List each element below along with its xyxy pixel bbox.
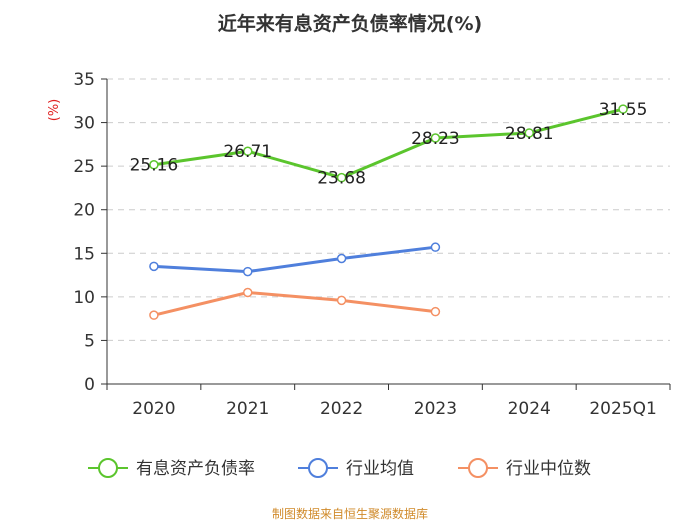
y-tick-label: 20	[73, 201, 95, 221]
data-label: 26.71	[223, 142, 272, 162]
data-point	[431, 243, 439, 251]
y-axis-label: (%)	[47, 99, 62, 122]
chart-title: 近年来有息资产负债率情况(%)	[218, 12, 482, 35]
legend[interactable]: 有息资产负债率 行业均值 行业中位数	[88, 459, 591, 479]
legend-label: 有息资产负债率	[136, 459, 255, 479]
legend-marker-icon	[309, 459, 327, 477]
x-tick-label: 2022	[320, 399, 363, 419]
line-chart: 近年来有息资产负债率情况(%) (%) 0 5 10 15 20 25 30 35 2020 20…	[0, 0, 700, 525]
data-point	[338, 296, 346, 304]
legend-item-0[interactable]: 有息资产负债率	[88, 459, 255, 479]
y-tick-label: 25	[73, 157, 95, 177]
legend-label: 行业中位数	[506, 459, 591, 479]
legend-item-1[interactable]: 行业均值	[298, 459, 414, 479]
data-label: 25.16	[130, 156, 179, 176]
x-tick-label: 2020	[132, 399, 175, 419]
data-label: 31.55	[599, 100, 648, 120]
x-tick-label: 2023	[414, 399, 457, 419]
series-line-2	[154, 293, 436, 316]
data-point	[244, 268, 252, 276]
data-point	[150, 262, 158, 270]
source-note: 制图数据来自恒生聚源数据库	[272, 506, 428, 521]
series-layer	[150, 105, 627, 319]
data-point	[338, 255, 346, 263]
data-label: 28.81	[505, 124, 554, 144]
legend-marker-icon	[469, 459, 487, 477]
data-point	[150, 311, 158, 319]
x-tick-label: 2024	[508, 399, 551, 419]
legend-label: 行业均值	[346, 459, 414, 479]
y-tick-label: 10	[73, 288, 95, 308]
data-label: 28.23	[411, 129, 460, 149]
y-tick-label: 30	[73, 114, 95, 134]
legend-item-2[interactable]: 行业中位数	[458, 459, 591, 479]
y-tick-label: 5	[84, 331, 95, 351]
x-tick-label: 2025Q1	[589, 399, 656, 419]
x-tick-label: 2021	[226, 399, 269, 419]
data-label: 23.68	[317, 169, 366, 189]
y-tick-label: 0	[84, 375, 95, 395]
series-line-1	[154, 247, 436, 271]
data-labels: 25.16 26.71 23.68 28.23 28.81 31.55	[130, 100, 648, 189]
legend-marker-icon	[99, 459, 117, 477]
data-point	[244, 289, 252, 297]
y-tick-label: 15	[73, 244, 95, 264]
y-tick-label: 35	[73, 70, 95, 90]
data-point	[431, 308, 439, 316]
